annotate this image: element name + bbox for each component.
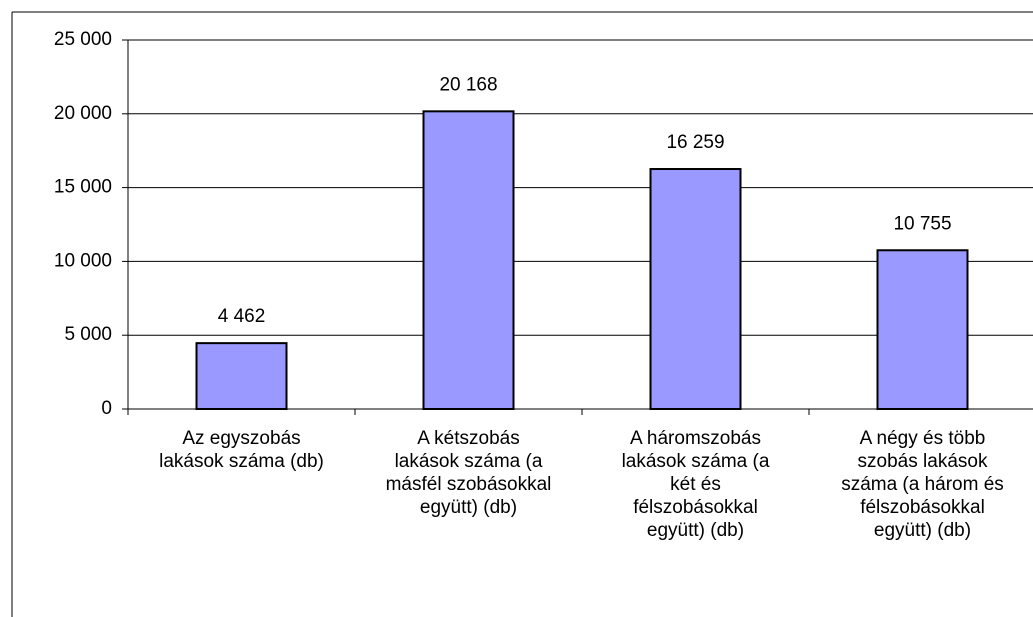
y-tick-label: 20 000	[54, 103, 112, 124]
data-label: 4 462	[218, 306, 266, 327]
x-tick-label: A háromszobás lakások száma (a két és fé…	[621, 428, 770, 541]
x-tick-label: A kétszobás lakások száma (a másfél szob…	[385, 428, 552, 518]
y-tick-label: 10 000	[54, 250, 112, 271]
bar	[649, 168, 742, 410]
bar	[195, 342, 288, 410]
x-tick-label: A négy és több szobás lakások száma (a h…	[841, 428, 1004, 541]
data-label: 20 168	[439, 74, 497, 95]
data-label: 16 259	[666, 132, 724, 153]
y-tick-label: 25 000	[54, 29, 112, 50]
bar	[876, 249, 969, 410]
x-tick-label: Az egyszobás lakások száma (db)	[159, 428, 324, 472]
data-label: 10 755	[893, 213, 951, 234]
bar	[422, 110, 515, 411]
y-tick-label: 5 000	[64, 324, 112, 345]
y-tick-label: 0	[101, 398, 112, 419]
y-tick-label: 15 000	[54, 177, 112, 198]
